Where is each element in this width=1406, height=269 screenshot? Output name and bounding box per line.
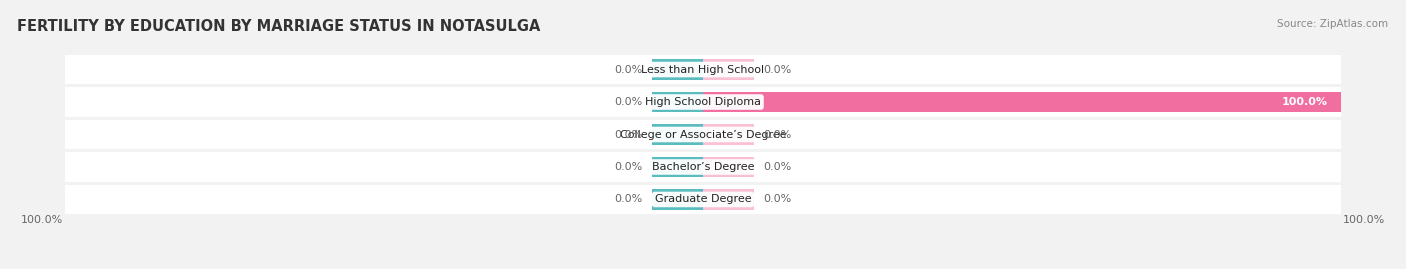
- Bar: [703, 125, 754, 144]
- Text: 0.0%: 0.0%: [763, 162, 792, 172]
- Bar: [703, 157, 754, 177]
- Text: 100.0%: 100.0%: [1282, 97, 1329, 107]
- Text: 0.0%: 0.0%: [763, 65, 792, 75]
- Text: 0.0%: 0.0%: [614, 65, 643, 75]
- Bar: [652, 59, 703, 80]
- Bar: [65, 185, 1341, 214]
- Bar: [65, 152, 1341, 182]
- Text: 0.0%: 0.0%: [614, 97, 643, 107]
- Text: Source: ZipAtlas.com: Source: ZipAtlas.com: [1277, 19, 1388, 29]
- Bar: [652, 157, 703, 177]
- Text: Graduate Degree: Graduate Degree: [655, 194, 751, 204]
- Bar: [65, 87, 1341, 117]
- Text: 100.0%: 100.0%: [21, 215, 63, 225]
- Bar: [703, 92, 1341, 112]
- Bar: [652, 189, 703, 210]
- Bar: [703, 189, 754, 210]
- Bar: [65, 120, 1341, 149]
- Text: Less than High School: Less than High School: [641, 65, 765, 75]
- Bar: [65, 55, 1341, 84]
- Text: 0.0%: 0.0%: [763, 129, 792, 140]
- Text: 0.0%: 0.0%: [614, 162, 643, 172]
- Text: 0.0%: 0.0%: [614, 129, 643, 140]
- Text: 100.0%: 100.0%: [1343, 215, 1385, 225]
- Text: High School Diploma: High School Diploma: [645, 97, 761, 107]
- Text: 0.0%: 0.0%: [763, 194, 792, 204]
- Text: 0.0%: 0.0%: [614, 194, 643, 204]
- Bar: [703, 59, 754, 80]
- Bar: [652, 125, 703, 144]
- Text: Bachelor’s Degree: Bachelor’s Degree: [652, 162, 754, 172]
- Bar: [652, 92, 703, 112]
- Text: College or Associate’s Degree: College or Associate’s Degree: [620, 129, 786, 140]
- Text: FERTILITY BY EDUCATION BY MARRIAGE STATUS IN NOTASULGA: FERTILITY BY EDUCATION BY MARRIAGE STATU…: [17, 19, 540, 34]
- Bar: [703, 92, 754, 112]
